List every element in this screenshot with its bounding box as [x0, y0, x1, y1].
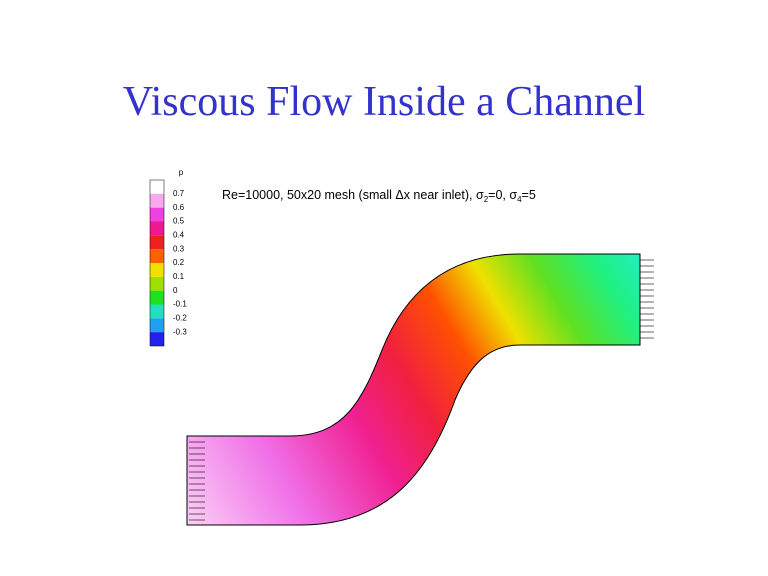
caption-text: =5 — [522, 188, 536, 202]
colorbar-swatch — [150, 249, 164, 263]
colorbar-swatch — [150, 193, 164, 208]
colorbar-swatch — [150, 318, 164, 333]
plot-caption: Re=10000, 50x20 mesh (small Δx near inle… — [222, 188, 536, 204]
colorbar-swatch — [150, 207, 164, 222]
colorbar-frame — [149, 179, 165, 347]
colorbar-swatch — [150, 235, 164, 250]
colorbar-swatch — [150, 263, 164, 277]
colorbar-swatch — [150, 332, 164, 346]
colorbar-label: -0.3 — [173, 327, 187, 336]
colorbar-label: 0.6 — [173, 203, 185, 212]
caption-text: =0, σ — [488, 188, 517, 202]
colorbar-swatch — [150, 304, 164, 319]
velocity-vectors — [189, 259, 654, 521]
caption-text: Re=10000, 50x20 mesh (small Δx near inle… — [222, 188, 484, 202]
colorbar-label: 0.1 — [173, 272, 185, 281]
colorbar-label: 0.3 — [173, 244, 185, 253]
channel-flow — [186, 253, 641, 526]
colorbar-swatch — [150, 180, 164, 194]
caption-subscript: 4 — [517, 195, 522, 204]
colorbar-label: -0.2 — [173, 313, 187, 322]
colorbar-label: 0.2 — [173, 258, 185, 267]
caption-subscript: 2 — [484, 195, 489, 204]
colorbar-label: 0 — [173, 286, 178, 295]
colorbar-title: p — [179, 168, 184, 177]
colorbar-label: 0.4 — [173, 230, 185, 239]
colorbar-label: 0.5 — [173, 217, 185, 226]
colorbar-swatch — [150, 290, 164, 305]
colorbar-swatch — [150, 276, 164, 291]
colorbar-swatch — [150, 221, 164, 236]
colorbar-label: 0.7 — [173, 189, 185, 198]
colorbar-label: -0.1 — [173, 300, 187, 309]
slide-title: Viscous Flow Inside a Channel — [123, 79, 645, 125]
